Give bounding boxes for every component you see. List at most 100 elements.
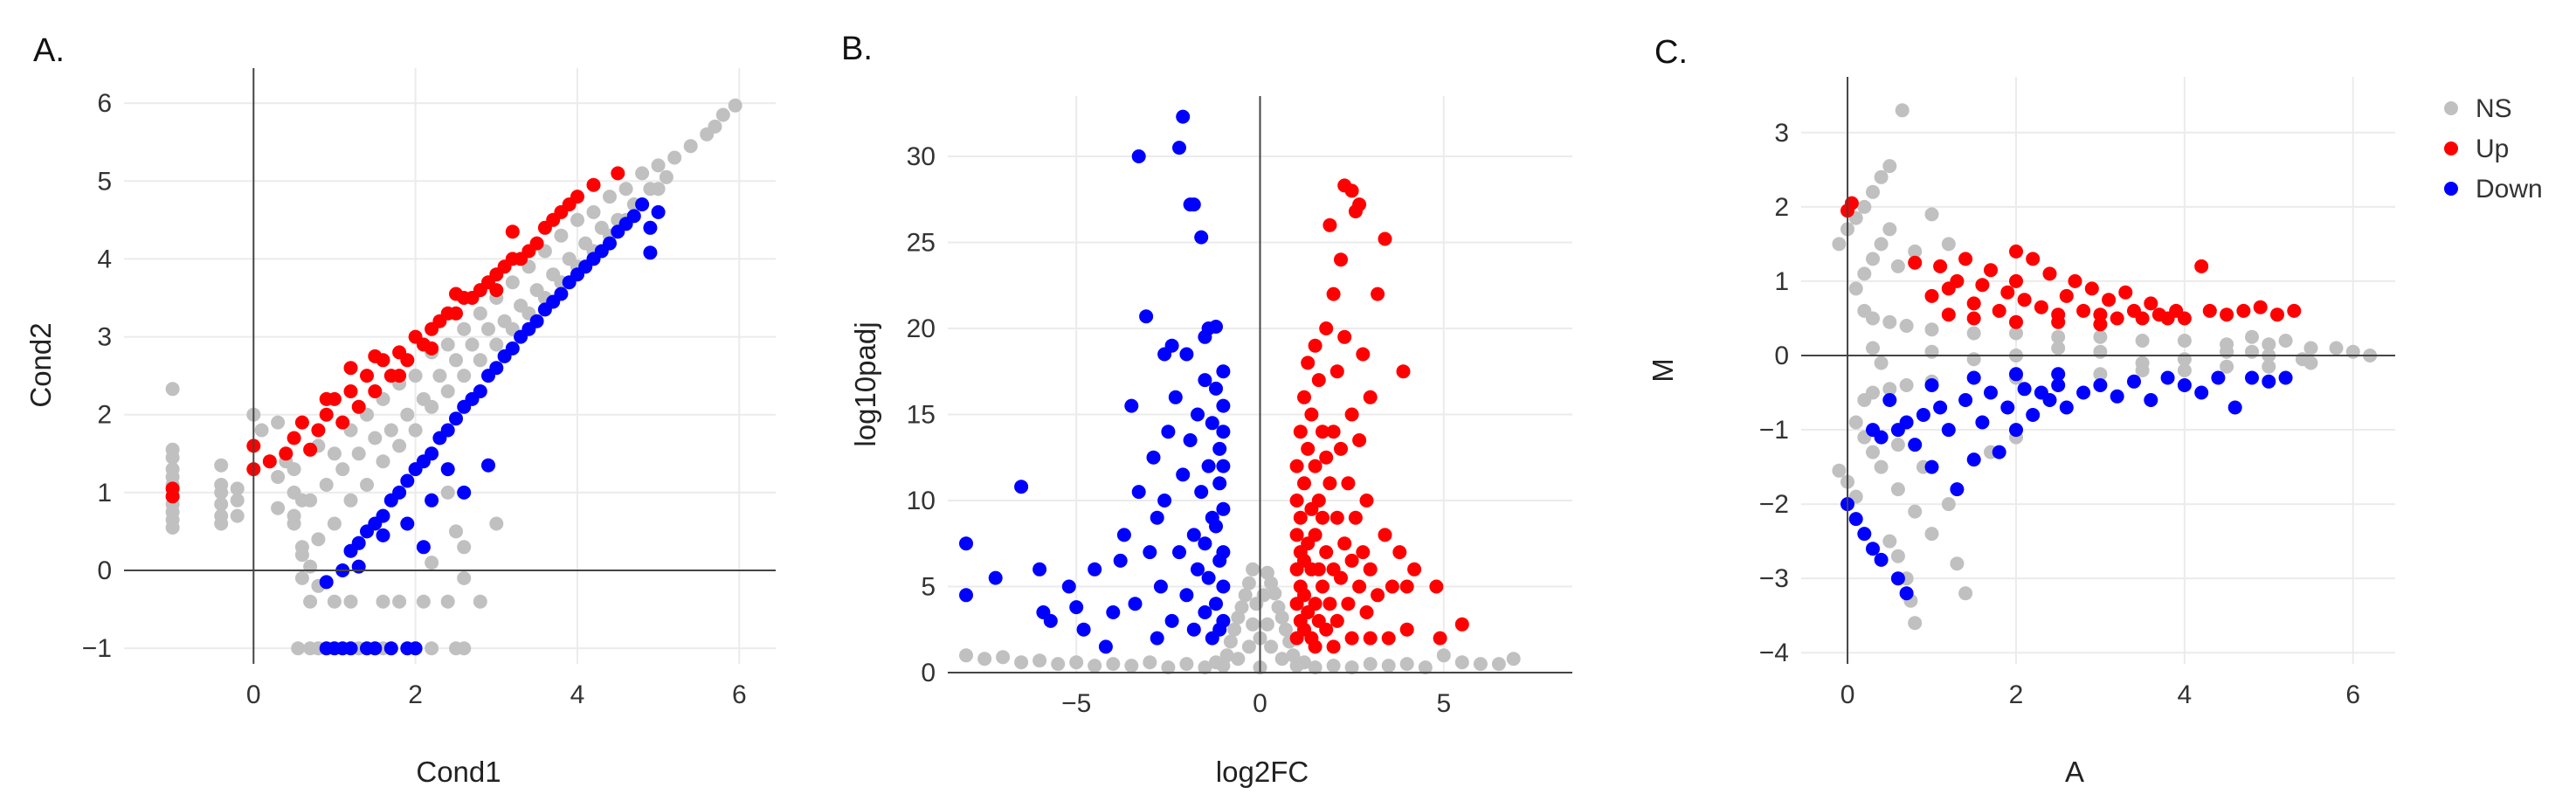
data-point-down <box>319 575 334 590</box>
data-point-up <box>1966 311 1981 326</box>
data-point-ns <box>2093 367 2108 382</box>
data-point-down <box>351 535 366 550</box>
data-point-ns <box>230 481 245 496</box>
x-tick-label: 0 <box>1253 689 1267 718</box>
data-point-ns <box>1895 103 1910 118</box>
data-point-up <box>2194 259 2209 273</box>
data-point-ns <box>2177 363 2192 377</box>
data-point-up <box>1308 639 1323 654</box>
data-point-up <box>2270 307 2284 322</box>
data-point-up <box>586 177 601 192</box>
series-down <box>319 197 666 656</box>
data-point-up <box>1319 545 1334 560</box>
y-tick-label: −2 <box>1759 490 1789 519</box>
data-point-up <box>2009 273 2023 288</box>
y-tick-label: 10 <box>907 487 936 515</box>
data-point-up <box>1378 231 1392 246</box>
data-point-ns <box>1274 652 1289 666</box>
data-point-up <box>1304 407 1319 422</box>
data-point-up <box>1352 433 1367 447</box>
data-point-down <box>959 588 973 603</box>
data-point-up <box>1297 476 1311 491</box>
data-point-ns <box>1014 655 1029 670</box>
data-point-ns <box>1866 341 1880 356</box>
data-point-down <box>425 446 439 461</box>
data-point-down <box>2278 370 2293 385</box>
data-point-up <box>319 407 334 422</box>
data-point-ns <box>343 594 358 609</box>
data-point-ns <box>1161 660 1176 675</box>
data-point-ns <box>440 594 455 609</box>
series-ns <box>1832 103 2378 631</box>
data-point-up <box>1316 510 1329 525</box>
data-point-ns <box>1908 244 1923 259</box>
data-point-ns <box>368 431 383 445</box>
data-point-ns <box>1381 659 1396 673</box>
data-point-down <box>1975 415 1990 430</box>
data-point-down <box>1908 438 1923 452</box>
data-point-up <box>1297 390 1311 404</box>
data-point-up <box>1341 597 1356 611</box>
legend-label: NS <box>2476 94 2512 123</box>
data-point-ns <box>2245 344 2259 359</box>
data-point-ns <box>1890 549 1905 563</box>
data-point-down <box>400 516 415 531</box>
y-tick-label: −3 <box>1759 564 1789 593</box>
data-point-ns <box>2262 337 2276 352</box>
data-point-ns <box>2278 334 2293 348</box>
data-point-ns <box>457 570 472 585</box>
data-point-up <box>1433 631 1447 646</box>
data-point-down <box>1916 408 1930 422</box>
data-point-down <box>481 458 495 473</box>
data-point-down <box>2144 393 2158 407</box>
data-point-up <box>1301 356 1316 370</box>
data-point-up <box>1323 597 1337 611</box>
data-point-ns <box>449 353 463 368</box>
data-point-down <box>2017 382 2032 397</box>
legend-item-up[interactable]: Up <box>2444 135 2509 163</box>
data-point-ns <box>287 508 301 523</box>
data-point-down <box>368 641 383 656</box>
data-point-up <box>1337 329 1352 344</box>
data-point-up <box>611 166 625 181</box>
data-point-down <box>529 314 544 328</box>
data-point-down <box>1201 570 1216 585</box>
data-point-up <box>335 415 350 430</box>
data-point-up <box>1319 450 1334 465</box>
data-point-down <box>643 220 658 235</box>
data-point-down <box>489 361 504 376</box>
data-point-down <box>376 528 390 542</box>
data-point-ns <box>1238 588 1253 603</box>
data-point-ns <box>294 570 309 585</box>
data-point-up <box>343 384 358 398</box>
data-point-down <box>1924 459 1939 474</box>
data-point-down <box>1146 450 1161 465</box>
legend-label: Down <box>2476 175 2543 204</box>
data-point-up <box>1385 579 1399 594</box>
data-point-ns <box>1473 657 1488 672</box>
data-point-ns <box>230 508 245 523</box>
data-point-ns <box>1832 463 1847 478</box>
data-point-ns <box>1223 634 1238 649</box>
data-point-ns <box>214 497 229 512</box>
data-point-up <box>2093 317 2108 332</box>
data-point-ns <box>2177 334 2192 348</box>
data-point-up <box>1356 545 1371 560</box>
data-point-up <box>1337 536 1352 551</box>
data-point-ns <box>1106 657 1121 672</box>
data-point-down <box>1212 441 1227 456</box>
data-point-up <box>1323 476 1337 491</box>
data-point-up <box>1399 622 1414 637</box>
data-point-up <box>2034 300 2048 314</box>
data-point-ns <box>473 594 487 609</box>
data-point-up <box>1950 273 1965 288</box>
legend-item-down[interactable]: Down <box>2444 175 2543 204</box>
data-point-down <box>1098 639 1113 654</box>
legend-item-ns[interactable]: NS <box>2444 94 2512 123</box>
data-point-down <box>1179 588 1194 603</box>
data-point-ns <box>1297 655 1311 670</box>
data-point-down <box>2262 374 2276 389</box>
data-point-ns <box>440 485 455 500</box>
data-point-ns <box>457 641 472 656</box>
data-point-ns <box>1966 326 1981 341</box>
